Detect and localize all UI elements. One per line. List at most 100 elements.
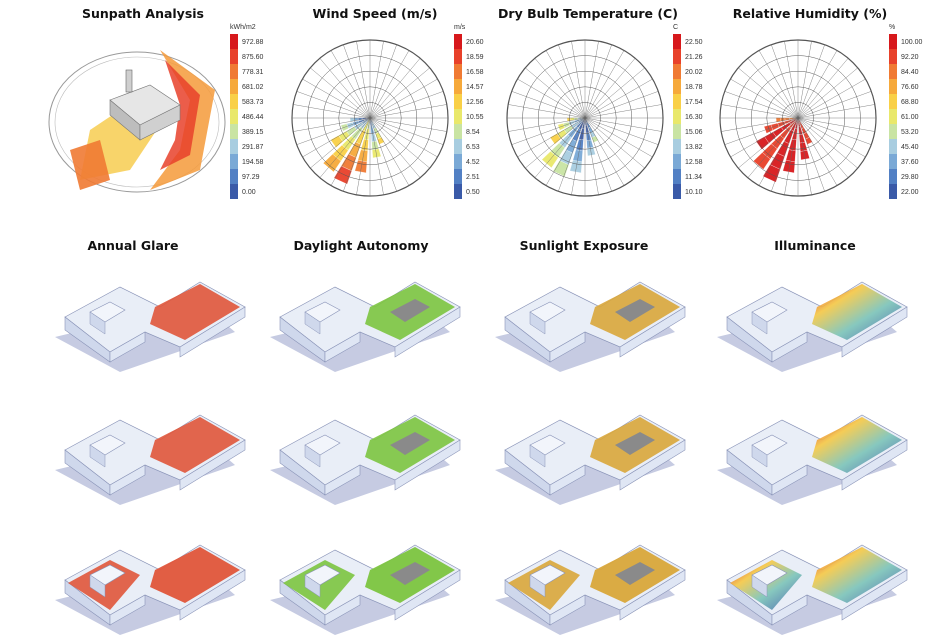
- polar-wedge: [800, 150, 810, 161]
- polar-spoke: [797, 117, 875, 132]
- sunpath-diagram: [48, 50, 226, 193]
- legend-swatch: [454, 109, 462, 124]
- building-wall: [841, 439, 908, 491]
- polar-spoke: [369, 67, 430, 119]
- legend-label: 97.29: [242, 173, 260, 181]
- polar-spoke: [721, 117, 799, 132]
- polar-grid: [719, 39, 877, 197]
- legend-swatch: [889, 49, 897, 64]
- polar-spoke: [369, 117, 410, 186]
- polar-spoke: [797, 44, 825, 119]
- building-block: [529, 574, 546, 598]
- legend-label: 17.54: [685, 98, 703, 106]
- polar-spoke: [771, 117, 799, 192]
- legend-swatch: [230, 34, 238, 49]
- analysis-overlay: [150, 547, 240, 603]
- polar-spoke: [797, 117, 838, 186]
- building-thumbnail-glare-1: [55, 281, 246, 372]
- legend-label: 4.52: [466, 158, 480, 166]
- polar-spoke: [369, 117, 447, 132]
- legend-swatch: [230, 184, 238, 199]
- polar-wedge: [372, 148, 382, 159]
- polar-wedge: [763, 124, 774, 134]
- polar-spoke: [797, 58, 849, 119]
- building-wall: [771, 594, 808, 626]
- legend-swatch: [673, 124, 681, 139]
- building-thumbnail-autonomy-1: [270, 281, 461, 372]
- polar-spoke: [356, 41, 371, 119]
- analysis-overlay-gray: [390, 562, 430, 585]
- building-wall: [109, 464, 146, 496]
- polar-spoke: [758, 117, 799, 186]
- title-daylight-autonomy: Daylight Autonomy: [293, 238, 429, 253]
- polar-wedge: [569, 160, 583, 174]
- legend-label: 875.60: [242, 53, 264, 61]
- building-block: [304, 444, 321, 468]
- building-block: [89, 311, 106, 335]
- polar-spoke: [369, 78, 438, 119]
- legend-label: 13.82: [685, 143, 703, 151]
- legend-swatch: [889, 64, 897, 79]
- polar-spoke: [558, 44, 586, 119]
- building-wall: [771, 331, 808, 363]
- polar-spoke: [584, 117, 645, 169]
- polar-spoke: [545, 117, 586, 186]
- legend-label: 6.53: [466, 143, 480, 151]
- polar-spoke: [797, 117, 849, 178]
- legend-label: 12.58: [685, 158, 703, 166]
- polar-spoke: [369, 50, 410, 119]
- polar-spoke: [730, 78, 799, 119]
- building-block: [529, 444, 546, 468]
- building-wall: [179, 306, 246, 358]
- temperature-rose: [506, 39, 664, 197]
- analysis-overlay-gray: [390, 299, 430, 322]
- legend-color-bar: [889, 34, 897, 199]
- legend-unit: %: [889, 24, 896, 31]
- legend-swatch: [230, 124, 238, 139]
- analysis-overlay-gray: [390, 432, 430, 455]
- legend-label: 972.88: [242, 38, 264, 46]
- polar-spoke: [517, 117, 586, 158]
- legend-label: 2.51: [466, 173, 480, 181]
- legend-label: 29.80: [901, 173, 919, 181]
- building-thumbnail-exposure-3: [495, 544, 686, 635]
- polar-spoke: [369, 117, 421, 178]
- polar-spoke: [797, 104, 875, 119]
- polar-spoke: [330, 50, 371, 119]
- building-wall: [324, 331, 361, 363]
- legend-label: 10.10: [685, 188, 703, 196]
- polar-spoke: [797, 41, 812, 119]
- legend-swatch: [454, 34, 462, 49]
- legend-unit: m/s: [454, 24, 466, 31]
- polar-spoke: [302, 78, 371, 119]
- legend-label: 20.02: [685, 68, 703, 76]
- legend-swatch: [230, 139, 238, 154]
- analysis-overlay-gray: [615, 432, 655, 455]
- polar-wedge: [552, 160, 570, 177]
- polar-spoke: [511, 91, 586, 119]
- legend-swatch: [673, 109, 681, 124]
- polar-spoke: [310, 67, 371, 119]
- polar-spoke: [797, 50, 838, 119]
- polar-spoke: [296, 91, 371, 119]
- analysis-overlay-gray: [615, 562, 655, 585]
- legend-label: 16.30: [685, 113, 703, 121]
- polar-spoke: [797, 117, 858, 169]
- polar-spoke: [343, 44, 371, 119]
- title-relative-humidity: Relative Humidity (%): [732, 6, 888, 21]
- legend-label: 12.56: [466, 98, 484, 106]
- polar-wedge: [354, 160, 368, 174]
- polar-spoke: [584, 58, 636, 119]
- polar-wedge: [340, 123, 349, 132]
- polar-spoke: [584, 117, 653, 158]
- legend-swatch: [673, 79, 681, 94]
- polar-spoke: [534, 117, 586, 178]
- polar-spoke: [525, 117, 586, 169]
- polar-spoke: [296, 117, 371, 145]
- polar-spoke: [343, 117, 371, 192]
- legend-label: 53.20: [901, 128, 919, 136]
- polar-wedge: [755, 136, 770, 150]
- polar-spoke: [534, 58, 586, 119]
- polar-spoke: [747, 117, 799, 178]
- legend-label: 291.87: [242, 143, 264, 151]
